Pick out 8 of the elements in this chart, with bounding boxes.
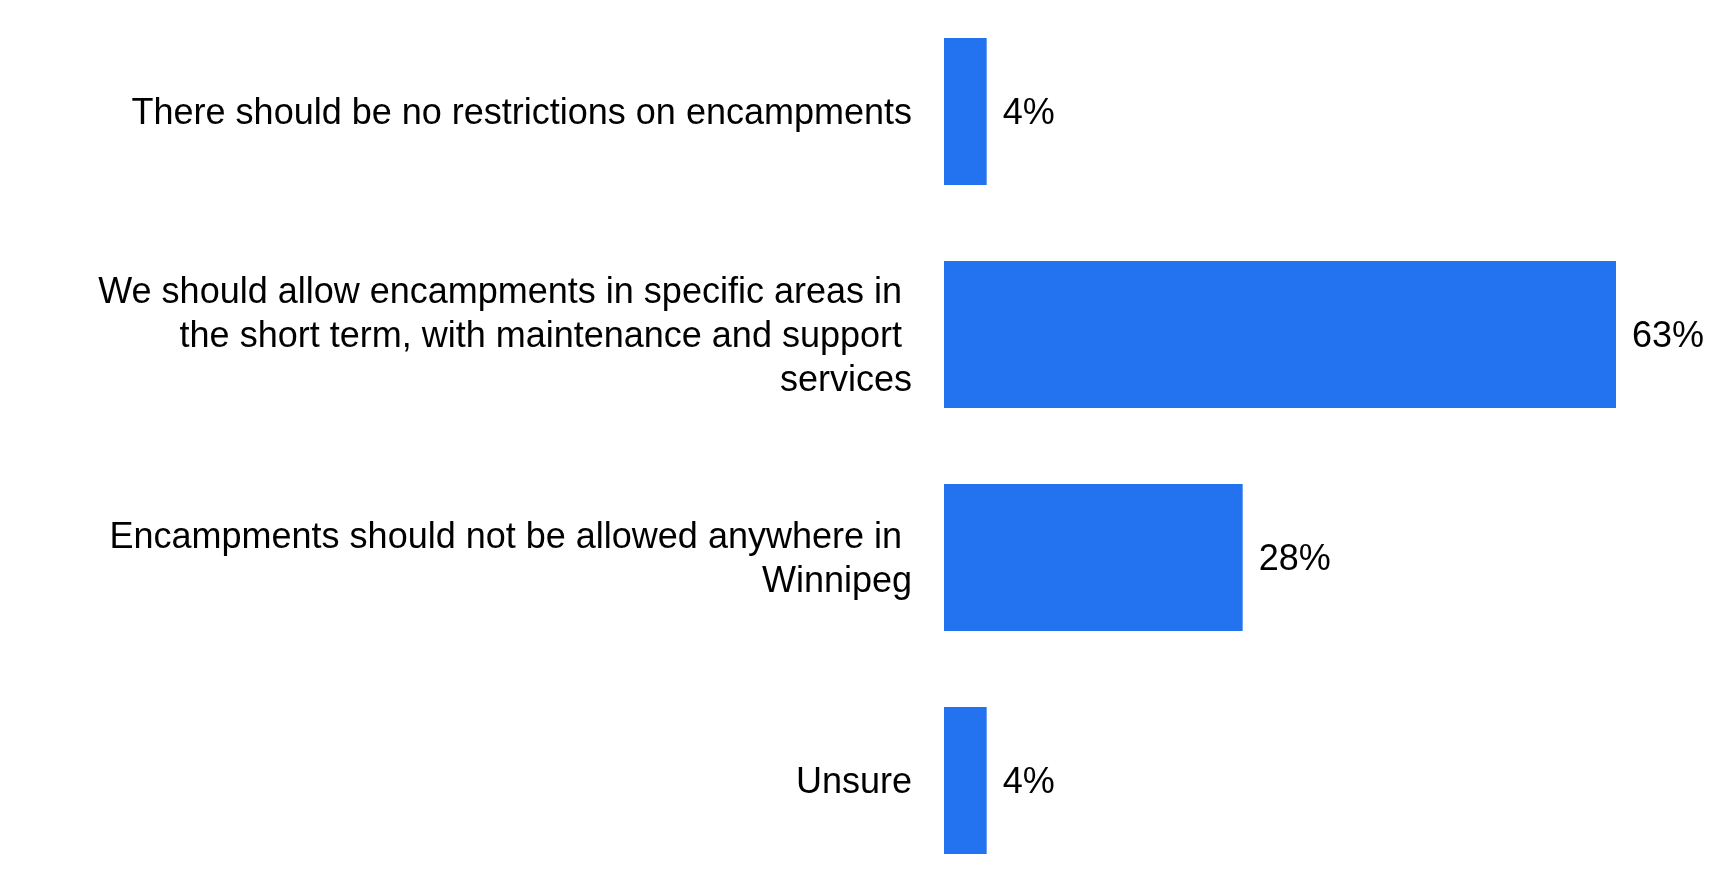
- data-label: 63%: [1632, 314, 1705, 355]
- y-tick-label: Unsure: [795, 760, 912, 801]
- data-label: 4%: [1002, 91, 1055, 132]
- y-tick-label: We should allow encampments in specific areas in the short term, with maintenance and support services: [98, 270, 912, 399]
- y-tick-label: Encampments should not be allowed anywhere in Winnipeg: [109, 515, 912, 600]
- y-tick-label: There should be no restrictions on encampments: [131, 91, 912, 132]
- data-label: 28%: [1258, 537, 1331, 578]
- data-label: 4%: [1002, 760, 1055, 801]
